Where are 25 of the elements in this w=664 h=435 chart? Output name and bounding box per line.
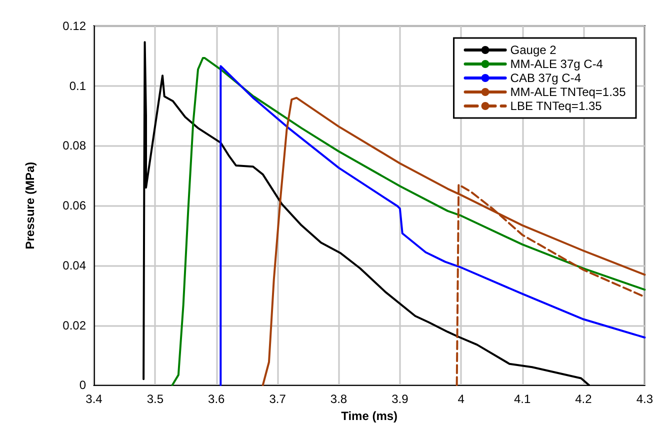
- x-tick-label: 3.8: [330, 392, 348, 406]
- line-series: [262, 96, 646, 386]
- x-axis-title: Time (ms): [341, 409, 398, 423]
- legend-label: Gauge 2: [510, 43, 557, 57]
- legend-label: MM-ALE 37g C-4: [510, 57, 604, 71]
- y-tick-label: 0.12: [62, 19, 86, 33]
- legend-label: LBE TNTeq=1.35: [510, 99, 602, 113]
- x-tick-label: 4.1: [514, 392, 531, 406]
- x-tick-label: 3.7: [269, 392, 286, 406]
- x-tick-label: 3.9: [392, 392, 409, 406]
- x-tick-label: 3.6: [208, 392, 226, 406]
- legend-label: MM-ALE TNTeq=1.35: [510, 85, 626, 99]
- x-tick-label: 4: [458, 392, 465, 406]
- y-tick-label: 0.02: [62, 318, 86, 332]
- x-tick-label: 3.5: [146, 392, 164, 406]
- x-tick-label: 3.4: [86, 392, 103, 406]
- y-tick-label: 0.04: [62, 258, 86, 272]
- y-tick-label: 0: [79, 378, 86, 392]
- y-tick-label: 0.08: [62, 138, 86, 153]
- y-tick-label: 0.1: [69, 78, 86, 93]
- x-tick-label: 4.3: [636, 392, 654, 406]
- y-axis-title: Pressure (MPa): [23, 162, 37, 250]
- x-tick-label: 4.2: [575, 392, 592, 406]
- y-tick-label: 0.06: [62, 198, 86, 213]
- legend-label: CAB 37g C-4: [510, 71, 582, 85]
